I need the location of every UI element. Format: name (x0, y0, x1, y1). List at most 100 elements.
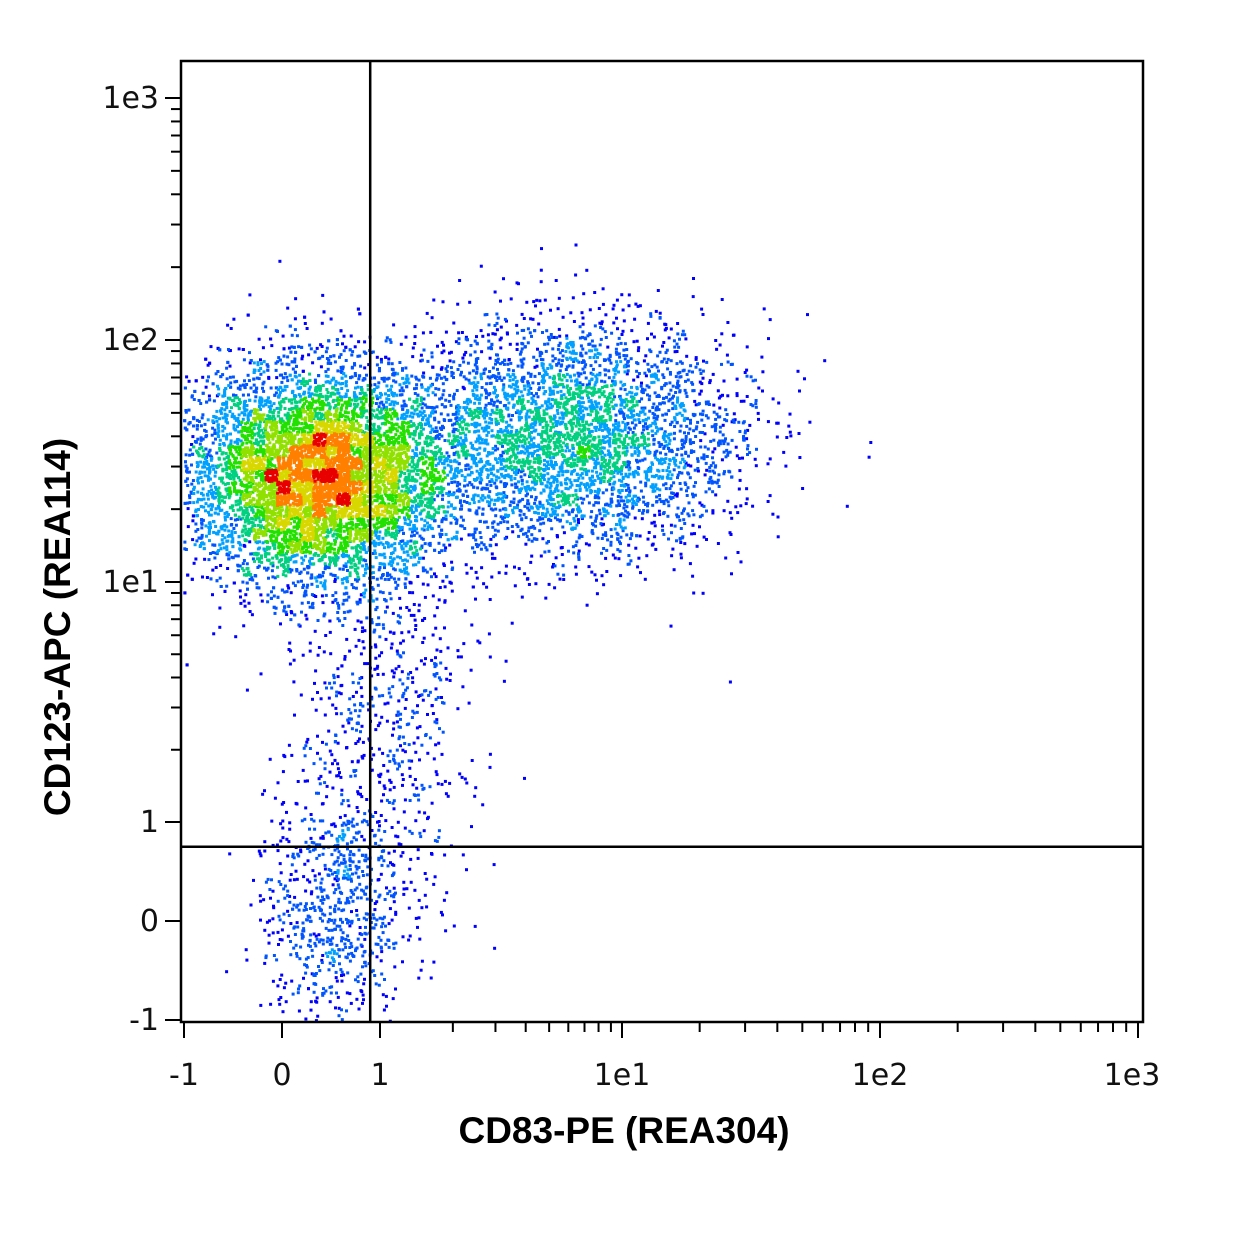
event-dot (473, 339, 477, 343)
event-dot (567, 511, 571, 515)
event-dot (526, 499, 530, 503)
event-dot (689, 442, 693, 446)
event-dot (381, 672, 385, 676)
event-dot (204, 357, 208, 361)
event-dot (707, 481, 711, 485)
event-dot (574, 488, 578, 492)
event-dot (216, 504, 220, 508)
event-dot (532, 480, 536, 484)
event-dot (338, 815, 342, 819)
event-dot (339, 692, 343, 696)
event-dot (722, 379, 726, 383)
event-dot (474, 397, 478, 401)
event-dot (656, 468, 660, 472)
event-dot (418, 831, 422, 835)
event-dot (387, 376, 391, 380)
event-dot (270, 344, 274, 348)
event-dot (504, 571, 508, 575)
event-dot (245, 958, 249, 962)
event-dot (390, 564, 394, 567)
event-dot (683, 388, 687, 392)
event-dot (462, 642, 466, 646)
event-dot (654, 431, 658, 435)
event-dot (207, 558, 211, 562)
event-dot (433, 674, 437, 678)
event-dot (680, 438, 684, 442)
event-dot (495, 379, 499, 382)
event-dot (290, 979, 294, 983)
event-dot (345, 576, 349, 580)
event-dot (190, 482, 194, 486)
event-dot (399, 712, 403, 716)
event-dot (627, 461, 631, 464)
event-dot (321, 938, 325, 942)
event-dot (492, 473, 496, 477)
event-dot (658, 488, 662, 492)
event-dot (414, 750, 418, 754)
event-dot (585, 603, 589, 607)
event-dot (265, 363, 269, 367)
event-dot (686, 417, 689, 421)
event-dot (687, 431, 690, 435)
event-dot (542, 521, 546, 525)
event-dot (211, 543, 215, 547)
event-dot (650, 474, 654, 478)
event-dot (317, 791, 320, 795)
event-dot (359, 896, 363, 900)
event-dot (336, 617, 340, 621)
event-dot (375, 605, 379, 609)
event-dot (734, 445, 738, 449)
event-dot (422, 662, 426, 666)
event-dot (530, 334, 533, 338)
event-dot (672, 568, 676, 572)
event-dot (223, 536, 227, 540)
event-dot (419, 835, 423, 839)
event-dot (483, 388, 487, 392)
event-dot (473, 376, 477, 380)
event-dot (504, 406, 508, 410)
event-dot (348, 959, 352, 963)
event-dot (392, 631, 396, 635)
event-dot (239, 543, 242, 547)
event-dot (647, 531, 651, 534)
event-dot (533, 487, 537, 491)
event-dot (337, 1014, 341, 1018)
event-dot (713, 429, 717, 433)
event-dot (201, 375, 205, 379)
event-dot (299, 570, 303, 574)
event-dot (533, 329, 537, 333)
event-dot (627, 554, 631, 557)
event-dot (350, 890, 354, 894)
event-dot (388, 630, 392, 634)
event-dot (303, 591, 307, 594)
event-dot (632, 474, 636, 477)
event-dot (183, 386, 187, 390)
event-dot (522, 317, 526, 320)
event-dot (277, 880, 281, 884)
event-dot (242, 358, 246, 362)
event-dot (546, 367, 550, 370)
event-dot (644, 354, 648, 358)
event-dot (350, 727, 354, 731)
event-dot (380, 799, 384, 803)
event-dot (682, 509, 685, 513)
event-dot (531, 400, 535, 404)
event-dot (312, 932, 316, 936)
event-dot (412, 563, 415, 567)
event-dot (355, 822, 359, 826)
event-dot (395, 720, 399, 724)
event-dot (316, 895, 320, 899)
event-dot (679, 424, 683, 428)
event-dot (405, 379, 409, 383)
event-dot (658, 475, 662, 479)
event-dot (440, 752, 444, 756)
event-dot (412, 553, 416, 557)
event-dot (187, 379, 191, 383)
event-dot (556, 347, 560, 351)
event-dot (628, 466, 632, 470)
event-dot (619, 535, 623, 539)
event-dot (333, 909, 337, 912)
event-dot (658, 497, 662, 501)
event-dot (339, 684, 343, 688)
event-dot (645, 554, 649, 558)
